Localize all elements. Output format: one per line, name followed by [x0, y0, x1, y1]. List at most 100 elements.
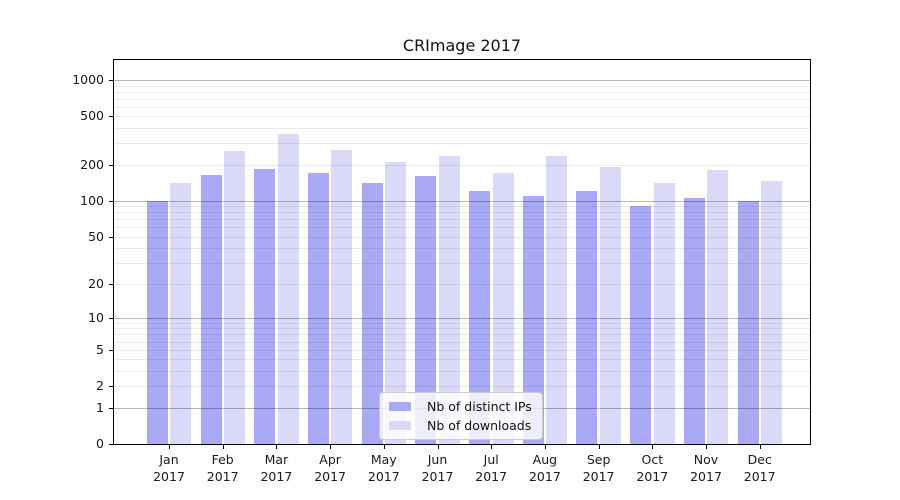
bar-distinct-ips-apr — [307, 173, 329, 444]
bar-distinct-ips-dec — [737, 200, 759, 444]
x-tick-mark-oct — [652, 445, 654, 449]
x-tick-label-nov: Nov 2017 — [690, 452, 722, 484]
y-tick-label-1: 1 — [96, 399, 104, 415]
minor-y-gridline-5 — [114, 349, 810, 351]
x-tick-mark-feb — [222, 445, 224, 449]
bar-downloads-mar — [277, 133, 299, 444]
y-tick-label-2: 2 — [96, 378, 104, 394]
legend-swatch-downloads-icon — [389, 421, 411, 430]
minor-y-gridline-600 — [114, 106, 810, 108]
y-tick-mark-10 — [109, 317, 113, 319]
y-tick-mark-20 — [109, 283, 113, 285]
x-tick-mark-may — [383, 445, 385, 449]
bar-distinct-ips-nov — [683, 198, 705, 444]
minor-y-gridline-6 — [114, 341, 810, 343]
bar-downloads-nov — [707, 170, 729, 444]
bar-distinct-ips-jun — [415, 176, 437, 444]
minor-y-gridline-400 — [114, 128, 810, 130]
y-tick-label-500: 500 — [80, 108, 104, 124]
bar-downloads-jul — [492, 173, 514, 444]
minor-y-gridline-8 — [114, 328, 810, 330]
minor-y-gridline-800 — [114, 91, 810, 93]
minor-y-gridline-500 — [114, 116, 810, 118]
plot-area — [113, 59, 811, 445]
minor-y-gridline-80 — [114, 212, 810, 214]
legend-label-downloads: Nb of downloads — [427, 418, 532, 433]
bar-downloads-jun — [438, 156, 460, 444]
bar-distinct-ips-jul — [469, 191, 490, 444]
minor-y-gridline-200 — [114, 164, 810, 166]
y-tick-label-50: 50 — [88, 228, 104, 244]
minor-y-gridline-900 — [114, 85, 810, 87]
x-tick-mark-jan — [169, 445, 170, 449]
legend: Nb of distinct IPs Nb of downloads — [379, 392, 543, 440]
bar-downloads-apr — [331, 149, 353, 444]
x-tick-mark-nov — [706, 445, 707, 449]
y-tick-label-10: 10 — [88, 309, 104, 325]
bar-downloads-dec — [761, 181, 782, 444]
y-tick-mark-5 — [109, 349, 113, 351]
legend-swatch-distinct-ips-icon — [389, 402, 411, 411]
minor-y-gridline-300 — [114, 143, 810, 145]
y-tick-mark-200 — [109, 164, 113, 166]
bar-distinct-ips-mar — [254, 168, 276, 444]
x-tick-mark-mar — [276, 445, 278, 449]
y-tick-mark-1 — [109, 407, 113, 409]
minor-y-gridline-30 — [114, 263, 810, 264]
minor-y-gridline-50 — [114, 236, 810, 238]
x-tick-label-mar: Mar 2017 — [260, 452, 293, 484]
y-tick-label-20: 20 — [88, 275, 104, 291]
x-tick-label-sep: Sep 2017 — [582, 452, 615, 484]
bar-distinct-ips-oct — [630, 206, 651, 444]
bar-downloads-may — [385, 162, 407, 444]
bar-downloads-sep — [599, 167, 621, 444]
minor-y-gridline-70 — [114, 219, 810, 221]
x-tick-label-jan: Jan 2017 — [153, 452, 185, 484]
y-tick-label-200: 200 — [80, 156, 104, 172]
legend-label-distinct-ips: Nb of distinct IPs — [427, 399, 532, 414]
minor-y-gridline-7 — [114, 334, 810, 336]
x-tick-label-jun: Jun 2017 — [421, 452, 454, 484]
minor-y-gridline-90 — [114, 206, 810, 208]
minor-y-gridline-700 — [114, 98, 810, 100]
x-tick-label-aug: Aug 2017 — [528, 452, 561, 484]
bar-downloads-aug — [546, 156, 568, 444]
y-tick-label-5: 5 — [96, 341, 104, 357]
minor-y-gridline-60 — [114, 227, 810, 229]
bar-distinct-ips-may — [361, 183, 383, 444]
y-tick-mark-100 — [109, 200, 113, 202]
y-tick-mark-1000 — [109, 79, 113, 81]
bar-distinct-ips-aug — [522, 195, 544, 444]
major-y-gridline-10 — [114, 317, 810, 319]
x-tick-mark-apr — [330, 445, 332, 449]
y-tick-label-0: 0 — [96, 436, 104, 451]
bar-downloads-feb — [224, 150, 245, 444]
y-tick-mark-0 — [109, 444, 113, 445]
bar-downloads-oct — [653, 183, 675, 444]
bar-downloads-jan — [170, 183, 192, 444]
x-tick-label-oct: Oct 2017 — [636, 452, 669, 484]
x-tick-mark-jun — [437, 445, 439, 449]
y-tick-mark-500 — [109, 116, 113, 118]
major-y-gridline-100 — [114, 200, 810, 202]
x-tick-mark-aug — [544, 445, 546, 449]
bar-distinct-ips-sep — [576, 191, 598, 444]
minor-y-gridline-4 — [114, 359, 810, 361]
x-tick-label-feb: Feb 2017 — [206, 452, 239, 484]
legend-row-downloads: Nb of downloads — [389, 418, 532, 433]
x-tick-label-apr: Apr 2017 — [314, 452, 346, 484]
y-tick-label-100: 100 — [80, 192, 104, 208]
x-tick-mark-sep — [598, 445, 600, 449]
y-tick-mark-50 — [109, 236, 113, 238]
minor-y-gridline-3 — [114, 370, 810, 372]
x-tick-label-jul: Jul 2017 — [475, 452, 508, 484]
bar-distinct-ips-jan — [146, 200, 168, 444]
x-tick-mark-jul — [491, 445, 493, 449]
legend-row-distinct-ips: Nb of distinct IPs — [389, 399, 532, 414]
minor-y-gridline-20 — [114, 283, 810, 285]
major-y-gridline-1000 — [114, 79, 810, 81]
minor-y-gridline-2 — [114, 386, 810, 388]
x-tick-label-may: May 2017 — [367, 452, 400, 484]
y-tick-mark-2 — [109, 386, 113, 388]
